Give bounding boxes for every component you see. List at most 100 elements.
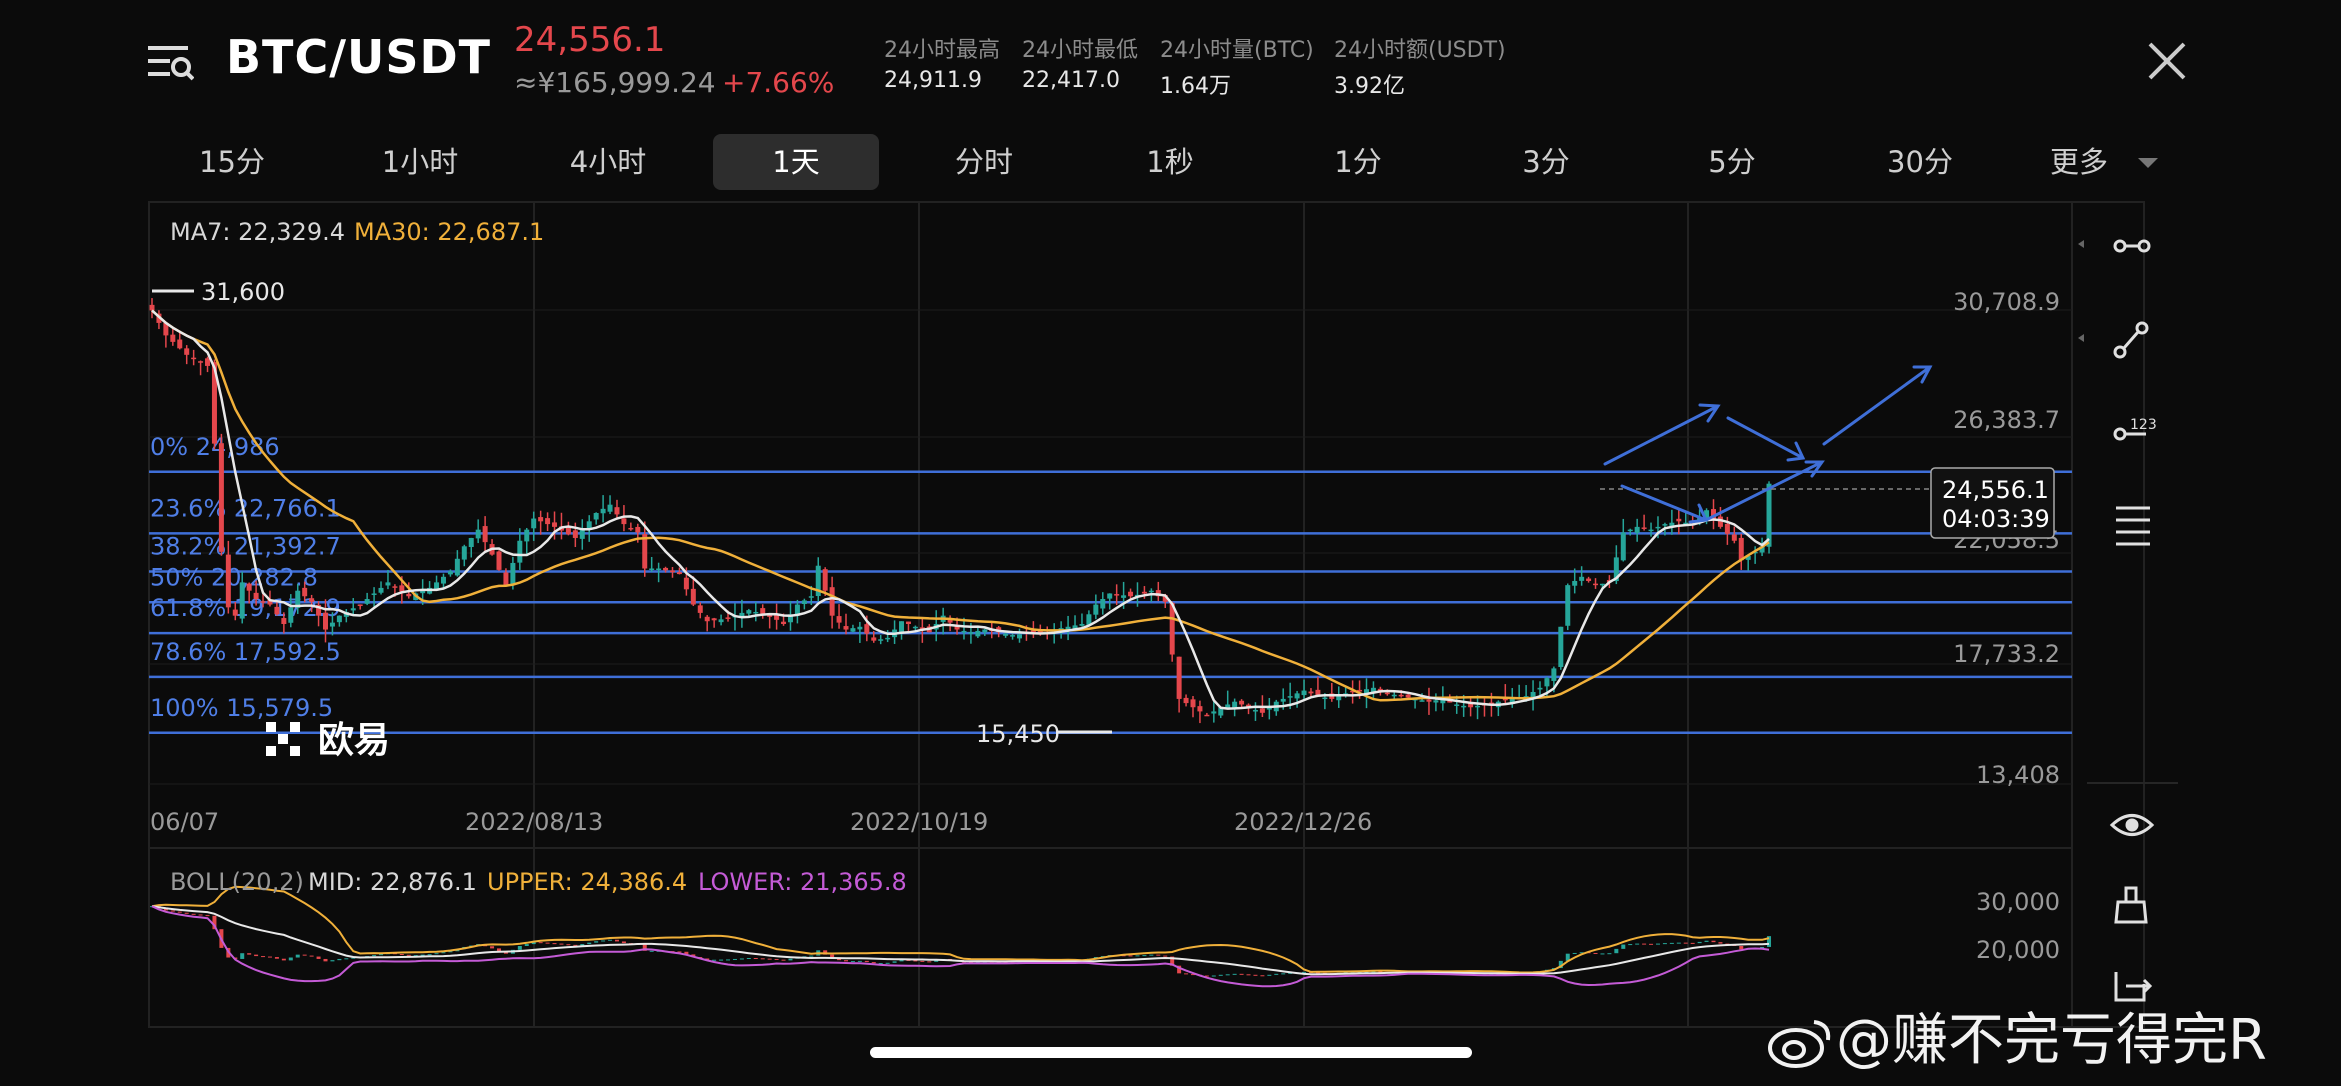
tab-30m[interactable]: 30分 bbox=[1887, 145, 1953, 179]
stat-value: 24,911.9 bbox=[884, 68, 982, 93]
price-line-icon[interactable] bbox=[2113, 427, 2146, 441]
boll-candle bbox=[330, 960, 335, 962]
boll-candle bbox=[1204, 975, 1209, 977]
tab-3m[interactable]: 3分 bbox=[1522, 145, 1570, 179]
tab-1h[interactable]: 1小时 bbox=[381, 145, 459, 179]
candle bbox=[593, 512, 599, 520]
boll-candle bbox=[302, 954, 307, 956]
export-icon[interactable] bbox=[2114, 972, 2153, 1002]
candle bbox=[149, 304, 155, 311]
brush-icon[interactable] bbox=[2114, 886, 2148, 924]
boll-candle bbox=[1142, 955, 1147, 957]
boll-candle bbox=[1253, 974, 1258, 976]
boll-candle bbox=[1690, 942, 1695, 944]
candle bbox=[1003, 633, 1009, 636]
candle bbox=[649, 568, 655, 570]
candle bbox=[1197, 706, 1203, 712]
candle bbox=[1461, 705, 1467, 708]
boll-candle bbox=[1579, 952, 1584, 954]
boll-candle bbox=[295, 954, 300, 958]
candle bbox=[198, 361, 204, 363]
countdown-label: 04:03:39 bbox=[1942, 505, 2050, 533]
trend-line-icon[interactable] bbox=[2113, 321, 2149, 359]
boll-candle bbox=[1149, 954, 1154, 956]
close-icon[interactable] bbox=[2146, 40, 2188, 82]
boll-candle bbox=[497, 948, 501, 952]
candle bbox=[1537, 687, 1543, 690]
tab-4h[interactable]: 4小时 bbox=[569, 145, 647, 179]
candle bbox=[1322, 697, 1328, 700]
candle bbox=[538, 517, 544, 522]
candle bbox=[1030, 630, 1036, 634]
candle bbox=[912, 626, 918, 629]
boll-candle bbox=[1635, 943, 1640, 945]
boll-candle bbox=[906, 959, 911, 961]
chart-frame bbox=[148, 201, 2145, 1028]
candle bbox=[815, 565, 821, 597]
drawn-arrows bbox=[1603, 365, 1933, 524]
candle bbox=[364, 599, 370, 604]
boll-candle bbox=[878, 963, 883, 965]
candle bbox=[1738, 537, 1744, 561]
boll-candle bbox=[857, 960, 862, 962]
boll-candle bbox=[642, 944, 647, 951]
candle bbox=[461, 546, 467, 560]
candle bbox=[1301, 690, 1307, 696]
boll-candle bbox=[1156, 954, 1161, 956]
boll-candle bbox=[844, 960, 848, 962]
candle bbox=[1350, 690, 1356, 693]
boll-candle bbox=[1600, 953, 1605, 955]
indicator-list-icon[interactable] bbox=[2116, 506, 2150, 546]
home-indicator[interactable] bbox=[870, 1047, 1472, 1058]
candle bbox=[600, 508, 606, 514]
boll-candle bbox=[621, 941, 626, 944]
menu-search-icon[interactable] bbox=[148, 40, 194, 82]
boll-candle bbox=[1565, 953, 1570, 961]
price-cny: ≈¥165,999.24 bbox=[514, 66, 716, 99]
tab-15m[interactable]: 15分 bbox=[199, 145, 265, 179]
boll-candle bbox=[739, 958, 744, 960]
boll-candle bbox=[1371, 971, 1376, 973]
tab-1s[interactable]: 1秒 bbox=[1146, 145, 1194, 179]
candle bbox=[336, 615, 342, 623]
stat-label: 24小时最低 bbox=[1022, 38, 1138, 63]
candle bbox=[1010, 635, 1016, 637]
boll-candle bbox=[1718, 942, 1723, 944]
boll-lower: LOWER: 21,365.8 bbox=[698, 868, 907, 896]
candle bbox=[1634, 526, 1640, 533]
candle bbox=[1752, 551, 1758, 554]
boll-candle bbox=[712, 959, 717, 961]
tab-1m[interactable]: 1分 bbox=[1334, 145, 1382, 179]
tab-time[interactable]: 分时 bbox=[954, 145, 1013, 179]
candle bbox=[1697, 517, 1703, 522]
candle bbox=[794, 604, 800, 616]
boll-candle bbox=[732, 958, 737, 960]
tab-1d[interactable]: 1天 bbox=[713, 134, 879, 190]
tab-more[interactable]: 更多 bbox=[2049, 145, 2108, 179]
candle bbox=[1648, 529, 1654, 532]
boll-candle bbox=[837, 958, 842, 961]
candle bbox=[663, 567, 669, 571]
candle bbox=[947, 619, 953, 623]
boll-candle bbox=[198, 914, 203, 916]
boll-candle bbox=[1163, 955, 1168, 957]
pair-title[interactable]: BTC/USDT bbox=[226, 30, 492, 84]
horizontal-line-icon[interactable] bbox=[2113, 239, 2151, 253]
boll-candle bbox=[545, 942, 550, 944]
boll-candle bbox=[788, 958, 793, 961]
candle bbox=[371, 593, 377, 595]
boll-candle bbox=[1649, 943, 1654, 945]
boll-candle bbox=[913, 960, 918, 962]
tab-5m[interactable]: 5分 bbox=[1708, 145, 1756, 179]
candle bbox=[1072, 625, 1078, 630]
eye-icon[interactable] bbox=[2109, 814, 2155, 836]
candle bbox=[871, 637, 877, 641]
boll-candle bbox=[254, 954, 259, 957]
candle bbox=[218, 443, 224, 552]
ma30-legend: MA30: 22,687.1 bbox=[354, 218, 544, 246]
candle bbox=[1641, 527, 1647, 529]
boll-candle bbox=[1100, 956, 1105, 958]
boll-candle bbox=[1225, 974, 1230, 976]
candle bbox=[184, 348, 190, 355]
